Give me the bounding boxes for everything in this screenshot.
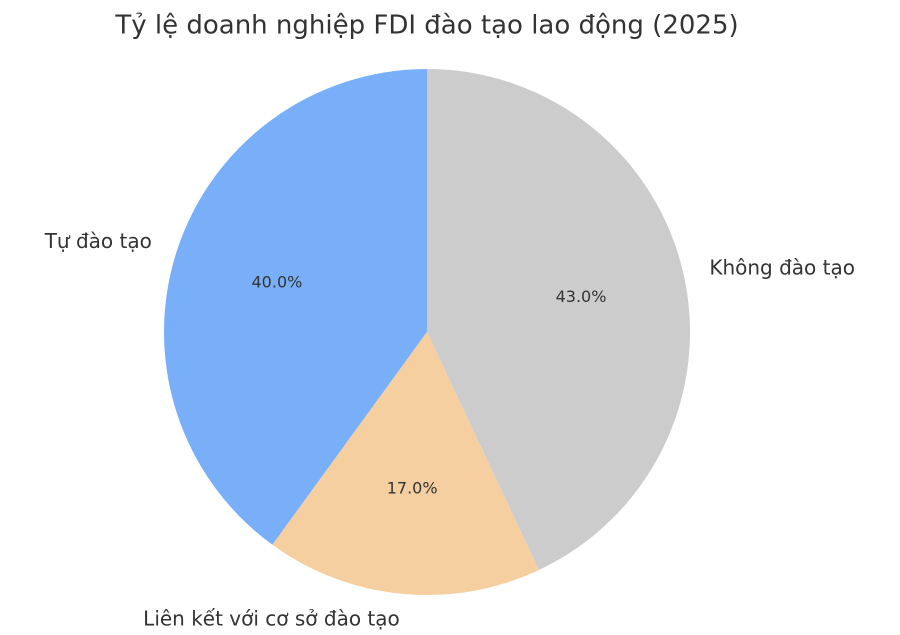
pie-slice (164, 69, 427, 545)
value-label: 17.0% (387, 479, 438, 498)
category-label: Liên kết với cơ sở đào tạo (143, 607, 400, 631)
value-label: 43.0% (556, 287, 607, 306)
pie-slice (427, 69, 691, 570)
pie-slice (272, 332, 539, 595)
chart-title: Tỷ lệ doanh nghiệp FDI đào tạo lao động … (114, 11, 738, 41)
category-label: Tự đào tạo (44, 229, 152, 253)
value-label: 40.0% (252, 273, 303, 292)
category-label: Không đào tạo (709, 255, 855, 279)
